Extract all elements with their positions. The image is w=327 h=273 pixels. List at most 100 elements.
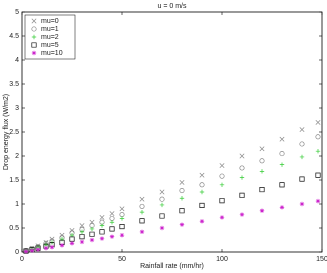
scatter-point — [219, 198, 225, 204]
scatter-point — [35, 245, 41, 251]
scatter-point — [239, 175, 245, 180]
scatter-point — [299, 127, 305, 133]
scatter-point — [99, 229, 105, 235]
scatter-point — [279, 162, 285, 167]
scatter-point — [279, 182, 285, 188]
scatter-point — [159, 213, 165, 219]
scatter-point — [59, 239, 65, 245]
scatter-point — [315, 172, 321, 178]
scatter-point — [279, 205, 285, 210]
scatter-point — [79, 239, 85, 245]
scatter-point — [89, 231, 95, 237]
scatter-point — [109, 215, 115, 221]
scatter-point — [259, 208, 265, 213]
scatter-point — [43, 245, 49, 251]
scatter-point — [69, 230, 75, 236]
x-axis-label: Rainfall rate (mm/hr) — [140, 263, 204, 270]
scatter-point — [99, 236, 105, 241]
scatter-point — [49, 245, 55, 250]
scatter-point — [179, 179, 185, 185]
scatter-point — [239, 192, 245, 198]
chart-title: u = 0 m/s — [158, 3, 187, 10]
scatter-point — [315, 198, 321, 204]
scatter-point — [315, 119, 321, 125]
scatter-point — [199, 182, 205, 188]
scatter-point — [89, 223, 95, 229]
x-tick-label: 50 — [118, 256, 126, 263]
scatter-point — [219, 215, 225, 220]
scatter-point — [219, 173, 225, 179]
x-tick-label: 150 — [316, 256, 327, 263]
scatter-point — [119, 224, 125, 230]
y-tick-label: 3 — [15, 105, 19, 112]
scatter-point — [119, 233, 125, 238]
scatter-point — [99, 214, 105, 220]
scatter-point — [239, 165, 245, 171]
scatter-point — [79, 229, 85, 235]
legend-label: mu=5 — [41, 42, 59, 49]
legend-marker — [31, 26, 37, 32]
scatter-point — [199, 219, 205, 224]
scatter-point — [179, 208, 185, 214]
x-tick-label: 100 — [216, 256, 228, 263]
scatter-point — [179, 188, 185, 194]
y-tick-label: 2 — [15, 153, 19, 160]
y-tick-label: 0.5 — [9, 225, 19, 232]
scatter-point — [139, 218, 145, 224]
scatter-point — [299, 141, 305, 147]
scatter-point — [179, 196, 185, 201]
scatter-point — [139, 203, 145, 209]
legend-label: mu=0 — [41, 18, 59, 25]
scatter-point — [59, 243, 65, 248]
scatter-point — [109, 220, 115, 225]
y-axis-label: Drop energy flux (W/m2) — [3, 94, 10, 170]
scatter-point — [199, 189, 205, 195]
scatter-point — [315, 134, 321, 140]
y-tick-label: 5 — [15, 9, 19, 16]
scatter-point — [35, 247, 41, 252]
scatter-point — [159, 196, 165, 202]
scatter-point — [259, 169, 265, 174]
scatter-point — [239, 153, 245, 159]
scatter-point — [109, 234, 115, 239]
scatter-point — [159, 225, 165, 231]
scatter-point — [159, 202, 165, 208]
scatter-point — [259, 187, 265, 193]
scatter-point — [199, 202, 205, 208]
x-tick-label: 0 — [20, 256, 24, 263]
scatter-point — [279, 151, 285, 157]
scatter-point — [69, 236, 75, 242]
scatter-point — [109, 211, 115, 217]
y-tick-label: 0 — [15, 249, 19, 256]
scatter-point — [179, 222, 185, 227]
scatter-point — [299, 176, 305, 182]
scatter-point — [99, 223, 105, 228]
scatter-point — [79, 223, 85, 229]
scatter-point — [259, 146, 265, 152]
legend-label: mu=1 — [41, 26, 59, 33]
scatter-point — [89, 237, 95, 243]
scatter-point — [119, 206, 125, 212]
y-tick-label: 1 — [15, 201, 19, 208]
scatter-point — [259, 158, 265, 164]
scatter-point — [23, 249, 29, 254]
scatter-point — [139, 229, 145, 235]
y-tick-label: 4.5 — [9, 33, 19, 40]
scatter-point — [279, 136, 285, 142]
legend-label: mu=10 — [41, 50, 63, 57]
y-tick-label: 3.5 — [9, 81, 19, 88]
legend-marker — [31, 50, 37, 56]
y-tick-label: 1.5 — [9, 177, 19, 184]
scatter-point — [159, 189, 165, 195]
legend-label: mu=2 — [41, 34, 59, 41]
scatter-point — [219, 163, 225, 169]
scatter-point — [239, 212, 245, 217]
scatter-point — [199, 172, 205, 178]
scatter-point — [29, 248, 35, 253]
y-tick-label: 2.5 — [9, 129, 19, 136]
legend-marker — [31, 34, 37, 40]
scatter-point — [89, 226, 95, 232]
scatter-point — [299, 201, 305, 207]
scatter-point — [315, 149, 321, 154]
